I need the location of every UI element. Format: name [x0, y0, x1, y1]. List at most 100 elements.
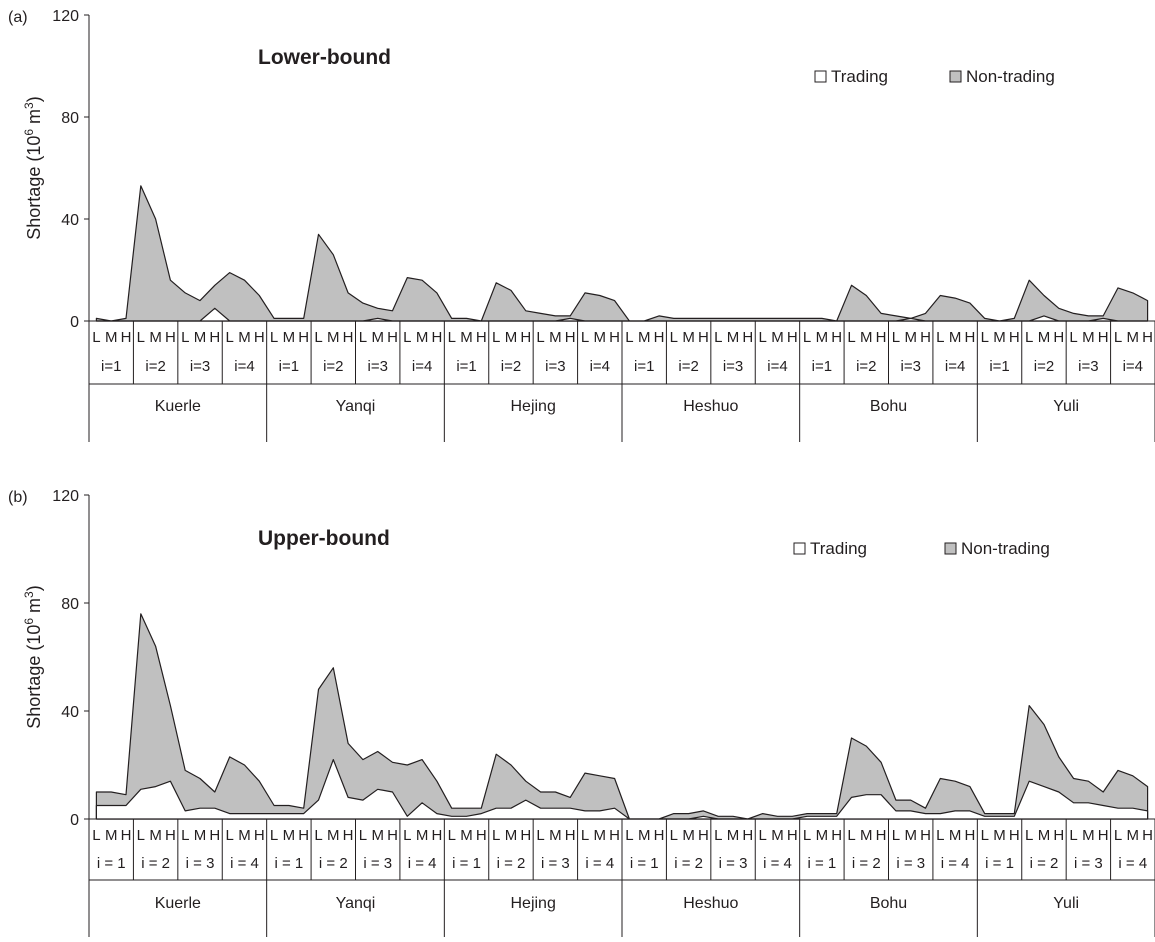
- region-label: Bohu: [870, 398, 907, 415]
- series-non-trading-area: [95, 185, 1149, 322]
- level-label: M: [682, 329, 695, 346]
- level-label: L: [1025, 329, 1033, 346]
- level-label: M: [638, 329, 651, 346]
- scenario-label: i=1: [456, 358, 476, 375]
- panel-label: (a): [8, 9, 28, 26]
- level-label: M: [416, 329, 429, 346]
- level-label: H: [298, 827, 309, 844]
- region-label: Hejing: [510, 398, 555, 415]
- scenario-label: i = 3: [1074, 855, 1103, 872]
- level-label: L: [270, 827, 278, 844]
- level-label: H: [965, 827, 976, 844]
- legend-label-trading: Trading: [810, 539, 867, 558]
- level-label: M: [638, 827, 651, 844]
- scenario-label: i = 2: [674, 855, 703, 872]
- level-label: M: [149, 329, 162, 346]
- level-label: L: [581, 329, 589, 346]
- scenario-label: i=2: [678, 358, 698, 375]
- level-label: M: [816, 827, 829, 844]
- level-label: L: [1025, 827, 1033, 844]
- level-label: M: [594, 329, 607, 346]
- scenario-label: i=3: [1078, 358, 1098, 375]
- panel-label: (b): [8, 489, 28, 506]
- level-label: L: [92, 329, 100, 346]
- y-tick-label: 120: [52, 488, 79, 505]
- level-label: H: [209, 827, 220, 844]
- scenario-label: i = 3: [363, 855, 392, 872]
- level-label: M: [505, 827, 518, 844]
- scenario-label: i = 3: [541, 855, 570, 872]
- level-label: L: [625, 329, 633, 346]
- scenario-label: i = 4: [585, 855, 614, 872]
- scenario-label: i=1: [101, 358, 121, 375]
- level-label: M: [1127, 329, 1140, 346]
- legend-label-trading: Trading: [831, 67, 888, 86]
- level-label: H: [831, 329, 842, 346]
- level-label: L: [448, 329, 456, 346]
- legend-swatch-non-trading: [949, 70, 962, 83]
- y-axis-title-part: m: [24, 598, 44, 618]
- y-tick-label: 40: [61, 212, 79, 229]
- level-label: M: [594, 827, 607, 844]
- level-label: L: [359, 827, 367, 844]
- level-label: H: [343, 329, 354, 346]
- scenario-label: i = 2: [1030, 855, 1059, 872]
- level-label: M: [238, 329, 251, 346]
- level-label: M: [238, 827, 251, 844]
- level-label: L: [181, 329, 189, 346]
- level-label: M: [949, 329, 962, 346]
- level-label: H: [209, 329, 220, 346]
- level-label: M: [105, 827, 118, 844]
- level-label: H: [742, 827, 753, 844]
- scenario-label: i = 4: [763, 855, 792, 872]
- region-label: Yanqi: [336, 895, 376, 912]
- level-label: H: [787, 827, 798, 844]
- level-label: L: [492, 329, 500, 346]
- y-tick-label: 80: [61, 596, 79, 613]
- level-label: H: [654, 827, 665, 844]
- level-label: H: [1009, 827, 1020, 844]
- level-label: H: [565, 827, 576, 844]
- level-label: L: [181, 827, 189, 844]
- region-label: Heshuo: [683, 398, 738, 415]
- level-label: H: [520, 827, 531, 844]
- level-label: H: [343, 827, 354, 844]
- scenario-label: i = 4: [1118, 855, 1147, 872]
- region-label: Heshuo: [683, 895, 738, 912]
- level-label: M: [194, 827, 207, 844]
- scenario-label: i=2: [145, 358, 165, 375]
- level-label: L: [936, 827, 944, 844]
- level-label: H: [1142, 329, 1153, 346]
- y-axis-title: Shortage (106 m3): [22, 585, 44, 728]
- level-label: M: [460, 329, 473, 346]
- level-label: L: [670, 827, 678, 844]
- scenario-label: i=3: [190, 358, 210, 375]
- level-label: M: [549, 329, 562, 346]
- y-axis-title-part: m: [24, 109, 44, 129]
- level-label: M: [371, 827, 384, 844]
- level-label: L: [758, 329, 766, 346]
- y-axis-title-part: Shortage (10: [24, 136, 44, 240]
- level-label: L: [1114, 827, 1122, 844]
- level-label: H: [654, 329, 665, 346]
- level-label: M: [904, 827, 917, 844]
- level-label: H: [565, 329, 576, 346]
- level-label: L: [359, 329, 367, 346]
- scenario-label: i = 2: [319, 855, 348, 872]
- y-axis-title-part: 3: [22, 591, 36, 598]
- level-label: M: [1127, 827, 1140, 844]
- level-label: H: [1142, 827, 1153, 844]
- level-label: M: [149, 827, 162, 844]
- scenario-label: i=2: [323, 358, 343, 375]
- scenario-label: i = 2: [141, 855, 170, 872]
- level-label: M: [1038, 827, 1051, 844]
- level-label: L: [714, 329, 722, 346]
- level-label: M: [816, 329, 829, 346]
- level-label: L: [137, 827, 145, 844]
- level-label: M: [1082, 827, 1095, 844]
- scenario-label: i = 1: [452, 855, 481, 872]
- level-label: L: [714, 827, 722, 844]
- y-axis-title-part: 6: [22, 618, 36, 625]
- scenario-label: i=1: [634, 358, 654, 375]
- level-label: M: [904, 329, 917, 346]
